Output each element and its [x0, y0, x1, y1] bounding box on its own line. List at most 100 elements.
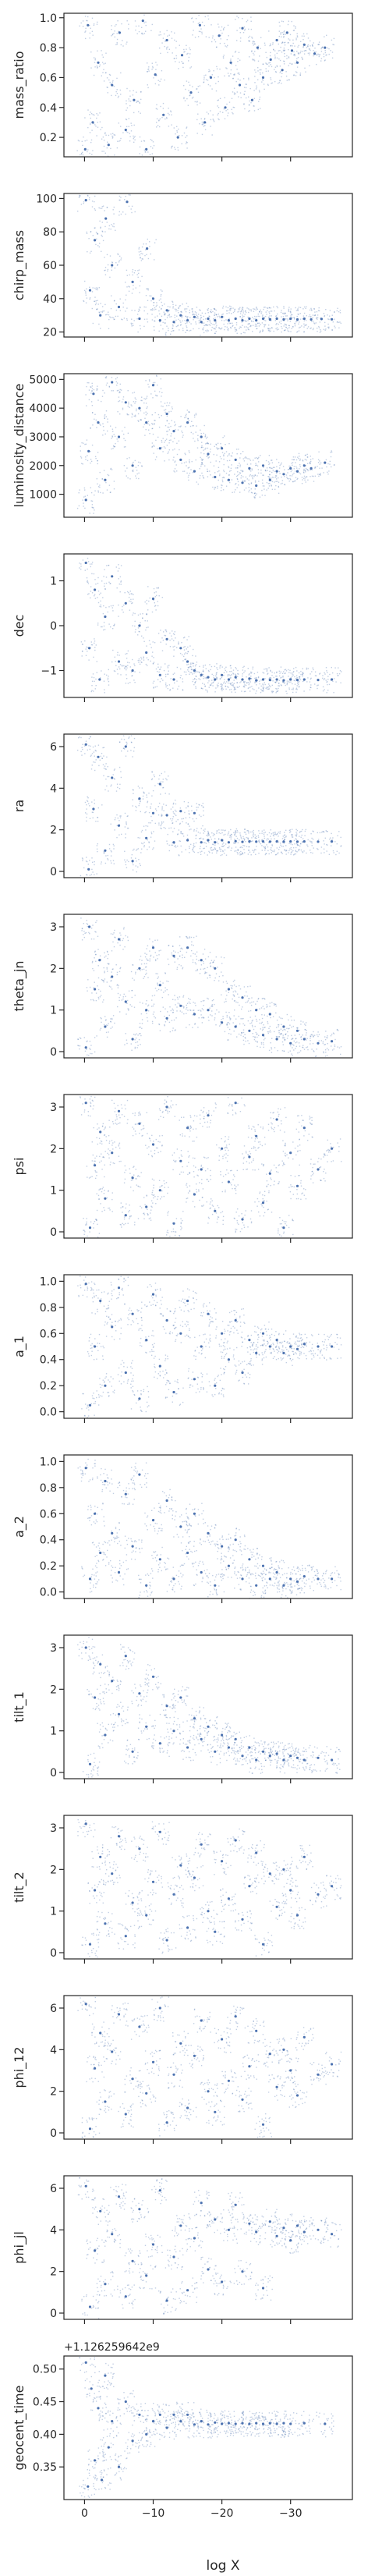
- data-point: [138, 406, 141, 410]
- data-point: [221, 673, 224, 676]
- data-point: [193, 811, 196, 814]
- data-point: [94, 2067, 97, 2070]
- density-cloud: [77, 917, 342, 1057]
- data-point: [151, 297, 155, 300]
- data-point: [317, 1756, 320, 1759]
- data-point: [214, 475, 217, 479]
- data-point: [104, 2283, 107, 2286]
- data-point: [84, 743, 87, 746]
- data-point: [275, 2422, 278, 2425]
- data-point: [151, 946, 155, 949]
- data-point: [268, 1172, 271, 1175]
- y-axis-label: phi_jl: [12, 2231, 27, 2264]
- chart-panel-chirp_mass: 20 40 60 80 100 chirp_mass: [12, 193, 353, 342]
- data-point: [224, 106, 227, 109]
- plot-frame: [63, 1454, 353, 1599]
- data-point: [97, 421, 100, 424]
- data-point: [295, 318, 299, 321]
- data-point: [124, 1655, 127, 1658]
- data-point: [145, 147, 148, 151]
- data-point: [282, 1025, 285, 1028]
- data-point: [207, 452, 210, 456]
- data-point: [214, 1930, 217, 1933]
- y-tick-label: 40: [43, 293, 57, 306]
- data-point: [145, 421, 148, 424]
- data-point: [234, 2203, 237, 2206]
- data-point: [255, 1758, 258, 1762]
- data-point: [302, 1855, 306, 1858]
- data-point: [99, 1551, 102, 1555]
- data-point: [179, 1864, 182, 1867]
- data-point: [131, 2259, 134, 2262]
- data-point: [165, 1705, 168, 1708]
- data-point: [317, 1168, 320, 1171]
- data-point: [193, 315, 196, 318]
- data-point: [200, 2019, 203, 2022]
- data-point: [290, 49, 294, 52]
- data-point: [158, 1830, 161, 1833]
- data-point: [138, 967, 141, 970]
- data-point: [158, 1742, 161, 1745]
- data-point: [179, 1004, 182, 1007]
- data-point: [282, 1351, 285, 1354]
- data-point: [158, 984, 161, 987]
- data-point: [268, 2422, 271, 2425]
- data-point: [248, 467, 251, 470]
- data-point: [158, 1558, 161, 1561]
- data-point: [145, 1009, 148, 1012]
- y-tick-label: 0.6: [40, 1328, 57, 1340]
- y-tick-label: 1: [50, 1185, 57, 1198]
- data-point: [289, 1577, 292, 1581]
- data-point: [124, 745, 127, 748]
- data-point: [218, 34, 221, 37]
- data-point: [317, 1041, 320, 1045]
- data-point: [200, 673, 203, 676]
- data-point: [165, 814, 168, 817]
- data-point: [88, 647, 91, 650]
- density-cloud: [76, 374, 335, 514]
- data-point: [313, 52, 317, 55]
- data-point: [295, 2224, 299, 2227]
- y-tick-label: 0.0: [40, 1587, 57, 1599]
- data-point: [275, 317, 278, 321]
- data-point: [162, 113, 165, 116]
- data-point: [94, 1889, 97, 1892]
- data-point: [227, 1897, 230, 1900]
- y-axis-label: phi_12: [12, 2046, 27, 2088]
- data-point: [99, 314, 102, 317]
- data-point: [248, 677, 251, 680]
- data-point: [84, 499, 87, 502]
- data-point: [124, 1000, 127, 1003]
- data-point: [124, 401, 127, 404]
- y-tick-label: 2: [50, 1143, 57, 1155]
- data-point: [282, 318, 285, 321]
- data-point: [214, 319, 217, 322]
- y-tick-label: 3: [50, 1642, 57, 1655]
- data-point: [104, 1733, 107, 1737]
- data-point: [207, 2268, 210, 2271]
- y-tick-label: 0.50: [33, 2364, 57, 2376]
- data-point: [310, 318, 313, 321]
- data-point: [289, 2422, 292, 2425]
- data-point: [179, 2420, 182, 2423]
- data-point: [234, 1318, 237, 1322]
- data-point: [131, 280, 134, 283]
- density-cloud: [79, 557, 342, 694]
- data-point: [214, 967, 217, 970]
- data-point: [117, 2465, 121, 2468]
- data-point: [302, 1575, 306, 1578]
- data-point: [302, 2230, 306, 2234]
- data-point: [331, 2063, 334, 2066]
- data-point: [238, 83, 242, 87]
- data-point: [193, 1717, 196, 1720]
- data-point: [158, 2189, 161, 2192]
- data-point: [200, 2420, 203, 2423]
- data-point: [289, 840, 292, 843]
- data-point: [84, 1822, 87, 1826]
- data-point: [295, 61, 299, 64]
- y-axis-label: psi: [12, 1158, 27, 1176]
- density-cloud: [77, 1637, 341, 1778]
- y-axis-label: a_1: [12, 1336, 27, 1357]
- data-point: [88, 925, 91, 928]
